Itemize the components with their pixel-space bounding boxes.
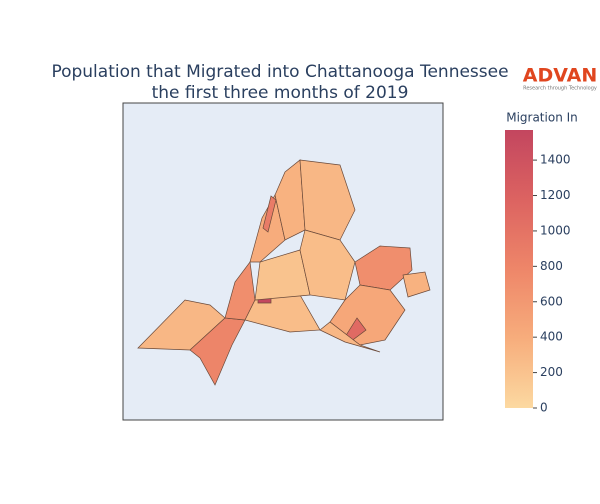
colorbar-tick-label: 800 [540,259,563,273]
region [244,294,321,333]
map [137,159,431,386]
region [224,261,256,321]
colorbar-tick-label: 600 [540,294,563,308]
colorbar [505,130,533,408]
colorbar-tick-label: 0 [540,401,548,415]
colorbar-title: Migration In [506,111,578,125]
region [402,271,431,298]
region [299,159,356,241]
logo-tagline: Research through Technology [523,86,597,92]
colorbar-tick-label: 1000 [540,223,571,237]
logo: ADVAN [523,65,598,87]
chart-title: Population that Migrated into Chattanoog… [51,62,508,82]
chart-subtitle: the first three months of 2019 [152,83,409,103]
colorbar-tick-label: 1200 [540,188,571,202]
colorbar-tick-label: 1400 [540,153,571,167]
colorbar-tick-label: 200 [540,365,563,379]
colorbar-tick-label: 400 [540,330,563,344]
region [319,321,381,353]
